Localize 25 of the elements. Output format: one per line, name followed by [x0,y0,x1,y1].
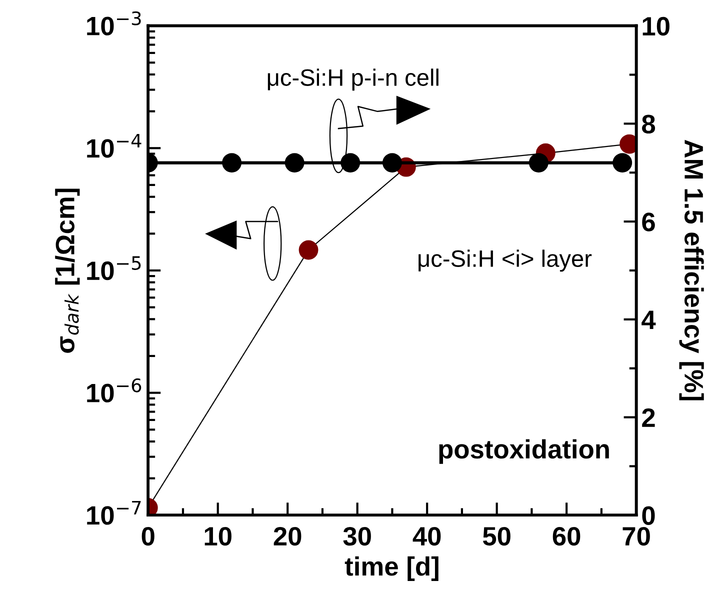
x-tick-label: 0 [142,526,154,546]
y-tick-label: 10$^{−3}$ [87,11,141,36]
y-tick-label: 10$^{−4}$ [87,134,142,158]
x-tick-label: 10 [204,526,232,546]
y2-axis-title: AM 1.5 efficiency [%] [679,140,704,400]
x-axis-title: time [d] [344,556,438,582]
y2-tick-label: 2 [642,408,655,427]
y-tick-label: 10$^{−7}$ [87,500,141,525]
y2-tick-label: 0 [642,506,655,525]
x-tick-label: 40 [412,526,441,546]
x-tick-label: 30 [343,526,371,546]
x-tick-label: 20 [274,526,302,546]
y2-tick-label: 6 [642,212,655,232]
y-tick-label: 10$^{−6}$ [87,378,142,402]
y2-tick-label: 4 [642,310,656,329]
y2-tick-label: 10 [642,16,670,36]
y2-tick-label: 8 [642,114,656,134]
y-tick-label: 10$^{−5}$ [87,256,141,280]
annotation: μc-Si:H p-i-n cell [268,68,438,91]
x-tick-label: 60 [552,526,580,546]
annotation: μc-Si:H <i> layer [418,250,592,272]
y-axis-title: σ$_{dark}$ [1/Ωcm] [55,188,80,353]
x-tick-label: 70 [622,526,650,546]
x-tick-label: 50 [482,526,510,546]
annotation: postoxidation [439,439,609,464]
